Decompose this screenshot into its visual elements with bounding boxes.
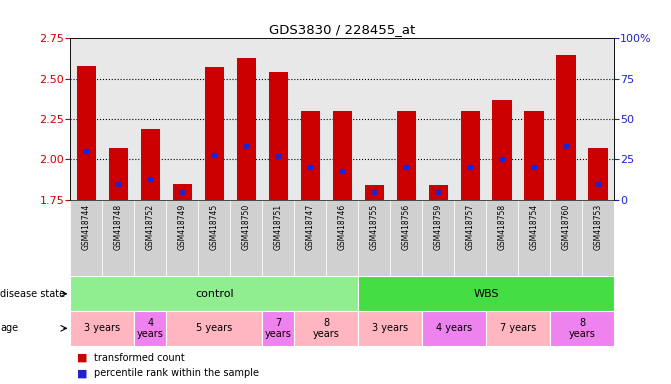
Bar (205, 68, 224, 200)
Text: GSM418744: GSM418744 (82, 204, 91, 250)
Text: GSM418753: GSM418753 (593, 204, 603, 250)
Text: transformed count: transformed count (94, 353, 185, 363)
Text: 3 years: 3 years (85, 323, 121, 333)
Bar (518, 200, 550, 276)
Text: 5 years: 5 years (196, 323, 232, 333)
Bar (486, 311, 550, 346)
Bar (358, 311, 422, 346)
Text: GSM418759: GSM418759 (433, 204, 443, 250)
Bar (333, 111, 352, 200)
Bar (134, 311, 166, 346)
Bar (422, 200, 454, 276)
Text: GSM418757: GSM418757 (466, 204, 474, 250)
Text: ■: ■ (77, 368, 88, 378)
Text: GSM418746: GSM418746 (338, 204, 347, 250)
Bar (268, 72, 288, 200)
Bar (550, 200, 582, 276)
Text: GSM418752: GSM418752 (146, 204, 155, 250)
Bar (77, 66, 96, 200)
Title: GDS3830 / 228455_at: GDS3830 / 228455_at (269, 23, 415, 36)
Text: percentile rank within the sample: percentile rank within the sample (94, 368, 259, 378)
Text: 3 years: 3 years (372, 323, 408, 333)
Bar (141, 129, 160, 200)
Bar (103, 200, 134, 276)
Text: control: control (195, 289, 234, 299)
Bar (172, 184, 192, 200)
Bar (422, 311, 486, 346)
Text: GSM418758: GSM418758 (498, 204, 507, 250)
Bar (295, 200, 326, 276)
Bar (301, 111, 320, 200)
Bar (525, 111, 544, 200)
Text: 4 years: 4 years (436, 323, 472, 333)
Text: GSM418747: GSM418747 (306, 204, 315, 250)
Text: 7
years: 7 years (265, 318, 292, 339)
Bar (556, 55, 576, 200)
Text: GSM418745: GSM418745 (210, 204, 219, 250)
Bar (70, 200, 103, 276)
Bar (237, 58, 256, 200)
Bar (493, 100, 512, 200)
Text: 7 years: 7 years (500, 323, 536, 333)
Bar (358, 200, 390, 276)
Bar (364, 185, 384, 200)
Bar (199, 200, 230, 276)
Bar (262, 200, 295, 276)
Bar (262, 311, 295, 346)
Text: ■: ■ (77, 353, 88, 363)
Bar (134, 200, 166, 276)
Bar (486, 200, 518, 276)
Text: GSM418756: GSM418756 (402, 204, 411, 250)
Text: GSM418754: GSM418754 (529, 204, 539, 250)
Bar (358, 276, 614, 311)
Bar (70, 311, 134, 346)
Bar (550, 311, 614, 346)
Bar (70, 276, 358, 311)
Bar (295, 311, 358, 346)
Bar (230, 200, 262, 276)
Text: GSM418751: GSM418751 (274, 204, 282, 250)
Text: age: age (0, 323, 18, 333)
Bar (326, 200, 358, 276)
Bar (429, 185, 448, 200)
Bar (397, 111, 416, 200)
Bar (454, 200, 486, 276)
Bar (109, 148, 128, 200)
Bar (588, 148, 607, 200)
Text: GSM418760: GSM418760 (562, 204, 570, 250)
Bar (460, 111, 480, 200)
Bar (390, 200, 422, 276)
Text: GSM418755: GSM418755 (370, 204, 378, 250)
Text: GSM418748: GSM418748 (114, 204, 123, 250)
Text: 8
years: 8 years (313, 318, 340, 339)
Text: 8
years: 8 years (568, 318, 595, 339)
Text: 4
years: 4 years (137, 318, 164, 339)
Text: WBS: WBS (473, 289, 499, 299)
Bar (166, 311, 262, 346)
Text: GSM418749: GSM418749 (178, 204, 187, 250)
Text: disease state: disease state (0, 289, 65, 299)
Bar (582, 200, 614, 276)
Bar (166, 200, 199, 276)
Text: GSM418750: GSM418750 (242, 204, 251, 250)
